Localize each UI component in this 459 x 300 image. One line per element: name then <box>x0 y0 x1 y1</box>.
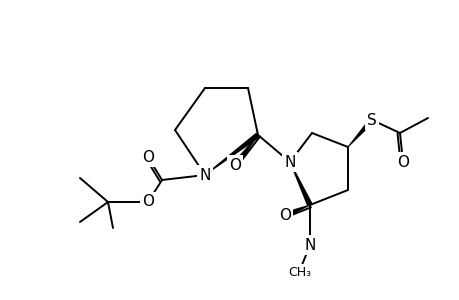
Text: N: N <box>304 238 315 253</box>
Text: O: O <box>142 149 154 164</box>
Text: O: O <box>279 208 291 223</box>
Text: O: O <box>229 158 241 172</box>
Text: S: S <box>366 112 376 128</box>
Text: N: N <box>284 154 295 169</box>
Polygon shape <box>283 205 309 218</box>
Text: CH₃: CH₃ <box>288 266 311 278</box>
Polygon shape <box>232 135 258 167</box>
Text: O: O <box>142 194 154 209</box>
Polygon shape <box>204 133 259 176</box>
Text: N: N <box>199 167 210 182</box>
Text: O: O <box>396 154 408 169</box>
Polygon shape <box>347 118 374 147</box>
Polygon shape <box>289 162 312 206</box>
